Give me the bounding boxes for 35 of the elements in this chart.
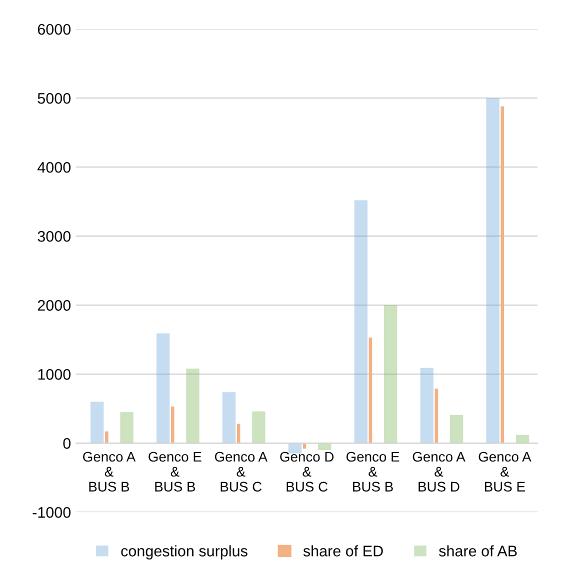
legend-label: congestion surplus: [121, 545, 248, 560]
x-tick-label: Genco E & BUS B: [148, 452, 202, 492]
bar: [170, 406, 174, 444]
bar: [105, 431, 108, 444]
bar: [186, 368, 200, 444]
bar: [156, 333, 170, 444]
bar: [222, 392, 236, 444]
bar: [252, 411, 266, 444]
y-tick-label: 0: [63, 438, 71, 449]
x-tick-label: Genco A & BUS D: [412, 452, 466, 492]
bar: [450, 414, 464, 444]
bar: [354, 200, 368, 444]
x-tick-label: Genco A & BUS B: [83, 452, 136, 492]
bar: [486, 98, 500, 444]
x-tick-label: Genco E & BUS B: [346, 452, 400, 492]
bar: [368, 338, 372, 444]
bar: [318, 443, 332, 450]
y-tick-label: 5000: [38, 92, 71, 104]
bar: [120, 412, 134, 444]
bar: [500, 106, 504, 444]
y-tick-label: -1000: [32, 507, 71, 518]
y-tick-label: 2000: [38, 300, 71, 311]
x-tick-label: Genco A & BUS E: [478, 452, 532, 492]
x-tick-label: Genco D & BUS C: [280, 452, 334, 492]
y-tick-label: 1000: [38, 369, 71, 380]
x-tick-label: Genco A & BUS C: [214, 452, 268, 492]
bar: [90, 402, 104, 444]
legend-label: share of AB: [439, 545, 517, 556]
legend-label: share of ED: [303, 545, 383, 556]
y-tick-label: 3000: [38, 230, 71, 242]
y-tick-label: 6000: [38, 24, 71, 35]
bar: [420, 368, 434, 444]
y-tick-label: 4000: [38, 162, 71, 173]
bar: [384, 305, 398, 444]
bar: [434, 388, 438, 444]
